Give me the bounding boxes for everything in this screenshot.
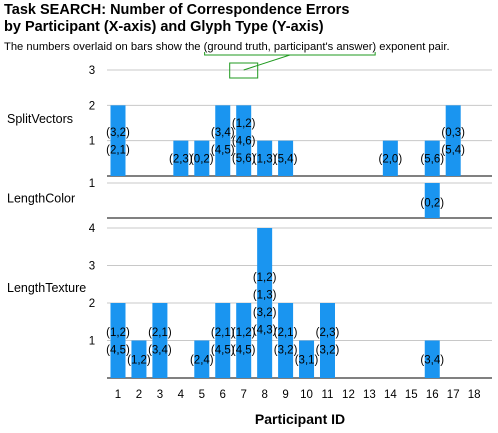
data-label: (3,4) (420, 354, 444, 366)
panel-label-splitvectors: SplitVectors (7, 112, 73, 126)
data-label: (1,2) (127, 354, 151, 366)
bar (382, 140, 398, 176)
y-tick-label: 2 (89, 298, 95, 310)
bar (278, 303, 294, 378)
bar (236, 105, 252, 176)
data-label: (3,2) (316, 344, 340, 356)
bar (131, 340, 147, 378)
x-tick-label: 15 (405, 389, 418, 401)
chart-subtitle: The numbers overlaid on bars show the (g… (4, 40, 450, 54)
bar (215, 105, 231, 176)
bar (320, 303, 335, 378)
x-tick-label: 9 (282, 389, 288, 401)
x-tick-label: 11 (322, 389, 334, 401)
bar (215, 303, 231, 378)
callout-line (243, 54, 291, 71)
x-tick-label: 17 (447, 389, 460, 401)
bar (173, 140, 189, 176)
y-tick-label: 1 (89, 336, 95, 348)
x-tick-label: 8 (261, 389, 267, 401)
chart-title-line-1: Task SEARCH: Number of Correspondence Er… (4, 2, 350, 18)
bar (152, 303, 168, 378)
panel-label-lengthtexture: LengthTexture (7, 281, 86, 295)
data-label: (5,6) (420, 153, 444, 165)
bar (194, 140, 210, 176)
subtitle-highlight: (ground truth, participant's answer) (203, 41, 377, 53)
y-tick-label: 1 (89, 178, 95, 190)
subtitle-part-1: The numbers overlaid on bars show the (4, 41, 204, 53)
data-label: (1,2) (232, 118, 256, 130)
y-tick-label: 3 (89, 65, 95, 77)
data-label: (4,5) (106, 344, 130, 356)
data-label: (3,4) (148, 344, 172, 356)
y-tick-label: 4 (89, 223, 96, 235)
bar (110, 105, 126, 176)
data-label: (1,2) (106, 327, 130, 339)
data-label: (5,4) (274, 153, 298, 165)
data-label: (1,3) (253, 289, 277, 301)
data-label: (4,3) (253, 324, 277, 336)
x-tick-label: 5 (199, 389, 205, 401)
data-label: (2,4) (190, 354, 214, 366)
data-label: (2,1) (148, 327, 172, 339)
x-axis-label: Participant ID (255, 411, 345, 427)
subtitle-part-3: exponent pair. (376, 41, 450, 53)
x-tick-label: 1 (115, 389, 121, 401)
data-label: (0,2) (190, 153, 214, 165)
x-tick-label: 4 (178, 389, 185, 401)
bar (194, 340, 210, 378)
data-label: (4,5) (211, 344, 235, 356)
x-tick-label: 2 (136, 389, 142, 401)
x-tick-label: 7 (240, 389, 246, 401)
data-label: (2,0) (379, 153, 403, 165)
data-label: (2,1) (211, 327, 235, 339)
panel-label-lengthcolor: LengthColor (7, 191, 75, 205)
y-tick-label: 2 (89, 100, 95, 112)
x-tick-label: 12 (342, 389, 355, 401)
data-label: (1,2) (232, 327, 256, 339)
bar (424, 340, 440, 378)
data-label: (3,4) (211, 127, 235, 139)
x-tick-label: 6 (220, 389, 226, 401)
x-tick-label: 13 (363, 389, 376, 401)
data-label: (4,5) (232, 344, 256, 356)
data-label: (3,2) (106, 127, 130, 139)
callout-bracket (204, 52, 376, 56)
bar (278, 140, 294, 176)
bar (110, 303, 126, 378)
data-label: (3,1) (295, 354, 319, 366)
bar (299, 340, 315, 378)
data-label: (0,3) (441, 127, 465, 139)
data-label: (4,5) (211, 144, 235, 156)
x-tick-label: 3 (157, 389, 163, 401)
data-label: (4,6) (232, 136, 256, 148)
data-label: (3,2) (274, 344, 298, 356)
bar (236, 303, 252, 378)
data-label: (2,1) (274, 327, 298, 339)
data-label: (5,6) (232, 153, 256, 165)
data-label: (3,2) (253, 307, 277, 319)
data-label: (2,3) (316, 327, 340, 339)
chart-title-line-2: by Participant (X-axis) and Glyph Type (… (4, 19, 324, 35)
data-label: (2,1) (106, 144, 130, 156)
bar (445, 105, 461, 176)
data-label: (1,3) (253, 153, 277, 165)
data-label: (0,2) (420, 197, 444, 209)
bar (424, 140, 440, 176)
y-tick-label: 1 (89, 136, 95, 148)
bar (424, 183, 440, 218)
bar (257, 140, 273, 176)
y-tick-label: 3 (89, 261, 95, 273)
x-tick-label: 18 (468, 389, 481, 401)
x-tick-label: 16 (426, 389, 439, 401)
x-tick-label: 10 (300, 389, 313, 401)
data-label: (5,4) (441, 144, 465, 156)
data-label: (1,2) (253, 272, 277, 284)
data-label: (2,3) (169, 153, 193, 165)
callout-box (229, 62, 259, 79)
x-tick-label: 14 (384, 389, 397, 401)
chart-title: Task SEARCH: Number of Correspondence Er… (4, 2, 349, 36)
bar (257, 228, 273, 378)
